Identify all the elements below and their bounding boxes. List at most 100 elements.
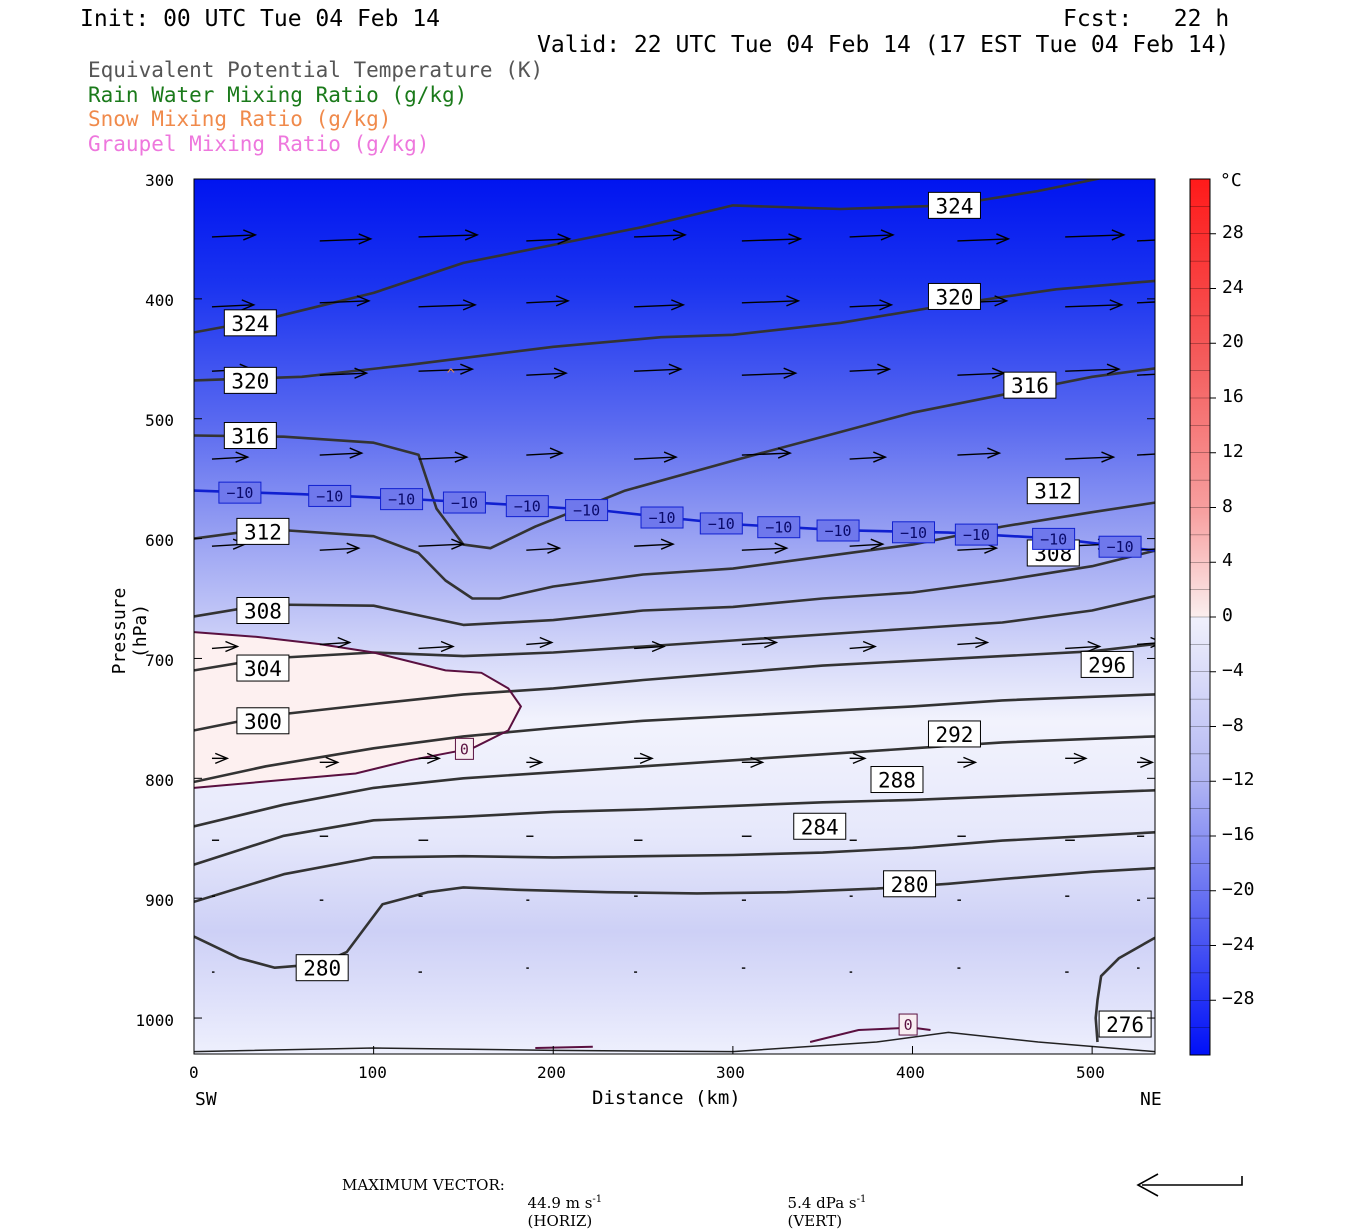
y-axis-title: Pressure (hPa) [109, 587, 151, 675]
isotherm-zero-label-box [454, 737, 474, 760]
isotherm-label-text: −10 [316, 487, 343, 505]
wind-vector-head [1158, 543, 1170, 553]
theta-e-label-284: 284 [793, 812, 847, 840]
theta-e-label-text: 324 [231, 312, 269, 336]
wind-vector-head [464, 229, 480, 241]
colorbar-label: −24 [1222, 933, 1255, 955]
theta-e-label-box [870, 766, 924, 794]
wind-vector-head [750, 756, 765, 768]
wind-vector-shaft [849, 543, 883, 547]
colorbar-label: 28 [1222, 221, 1244, 243]
wind-vector-head [862, 640, 877, 653]
ytick-label-700: 700 [145, 651, 174, 670]
theta-e-contour-276 [1094, 936, 1155, 1043]
ytick-label-300: 300 [145, 171, 174, 190]
theta-e-label-324: 324 [927, 191, 981, 219]
isotherm-minus10-label: −10 [816, 519, 860, 542]
theta-e-label-box [236, 517, 290, 545]
isotherm-label-box [954, 523, 998, 546]
wind-vector [634, 538, 675, 550]
wind-vector-shaft [1137, 373, 1155, 376]
wind-vector [418, 451, 469, 463]
wind-vector [741, 636, 779, 649]
wind-vector-head [987, 447, 1002, 459]
wind-vector-shaft [319, 300, 369, 304]
wind-vector [849, 299, 894, 311]
theta-e-label-text: 320 [231, 369, 269, 393]
isotherm-minus10-label: −10 [442, 491, 486, 514]
wind-vector [849, 229, 895, 241]
ytick-label-600: 600 [145, 531, 174, 550]
isotherm-minus10-label: −10 [565, 499, 609, 522]
xtick-label-400: 400 [896, 1063, 925, 1082]
theta-e-label-box [1098, 1010, 1152, 1038]
wind-vector-head [529, 756, 544, 768]
wind-vector [211, 752, 230, 764]
wind-vector-head [1101, 451, 1116, 463]
theta-e-label-280: 280 [883, 870, 937, 898]
wind-vector-shaft [526, 452, 563, 456]
wind-vector-shaft [211, 304, 254, 308]
wind-vector [526, 542, 562, 554]
wind-vector-head [454, 451, 469, 463]
wind-vector-shaft [741, 641, 777, 646]
wind-vector [418, 229, 480, 241]
wind-vector [319, 636, 352, 649]
wind-vector-head [994, 295, 1009, 307]
theta-e-label-text: 304 [244, 657, 282, 681]
wind-vector [849, 752, 867, 764]
theta-e-label-box [236, 597, 290, 625]
theta-e-label-300: 300 [236, 707, 290, 735]
colorbar-label: 24 [1222, 276, 1244, 298]
isotherm-label-box [442, 491, 486, 514]
theta-e-label-288: 288 [870, 766, 924, 794]
colorbar-label: −4 [1222, 659, 1244, 681]
wind-vector-shaft [418, 543, 464, 547]
wind-vector-shaft [526, 547, 560, 551]
wind-vector-shaft [1137, 239, 1155, 242]
legend-graupel: Graupel Mixing Ratio (g/kg) [88, 132, 430, 156]
wind-vector-shaft [634, 456, 677, 460]
isotherm-label-box [640, 506, 684, 529]
wind-vector-head [337, 636, 352, 649]
wind-vector [1137, 301, 1155, 304]
wind-vector-shaft [526, 300, 569, 304]
theta-e-label-292: 292 [927, 720, 981, 748]
wind-vector-shaft [418, 234, 478, 238]
wind-vector [526, 233, 572, 245]
wind-vector [319, 756, 340, 768]
wind-vector-head [241, 299, 256, 311]
wind-vector [634, 363, 683, 375]
wind-vector [1136, 543, 1170, 553]
isotherm-zero-surface-line-2 [535, 1045, 593, 1049]
wind-vector-head [879, 299, 894, 311]
isotherm-minus10-label: −10 [892, 521, 936, 544]
theta-e-label-box [1026, 477, 1080, 505]
isotherm-label-text: −10 [708, 515, 735, 533]
wind-vector-shaft [634, 368, 681, 372]
wind-vector-shaft [319, 452, 362, 456]
wind-vector-head [539, 636, 554, 649]
isotherm-label-text: −10 [765, 519, 792, 537]
wind-vector [211, 229, 258, 241]
wind-vector-head [462, 299, 477, 311]
max-vector-arrow [1136, 1173, 1243, 1197]
wind-vector [319, 367, 369, 379]
wind-vector-shaft [1136, 642, 1155, 646]
wind-vector-shaft [1065, 234, 1124, 238]
wind-vector-shaft [319, 547, 359, 551]
theta-e-label-text: 276 [1106, 1013, 1144, 1037]
wind-vector-head [783, 367, 798, 379]
theta-e-label-316: 316 [223, 422, 277, 450]
isotherm-label-box [505, 495, 549, 518]
wind-vector-head [873, 451, 888, 463]
wind-vector-head [777, 447, 792, 459]
theta-e-label-280: 280 [295, 954, 349, 982]
isotherm-label-text: −10 [573, 502, 600, 520]
isotherm-label-text: −10 [963, 526, 990, 544]
vert-value: 5.4 dPa s [787, 1194, 857, 1212]
theta-e-label-box [223, 366, 277, 394]
wind-vector [1065, 640, 1102, 653]
wind-vector-shaft [634, 304, 684, 308]
wind-vector-head [639, 752, 654, 764]
